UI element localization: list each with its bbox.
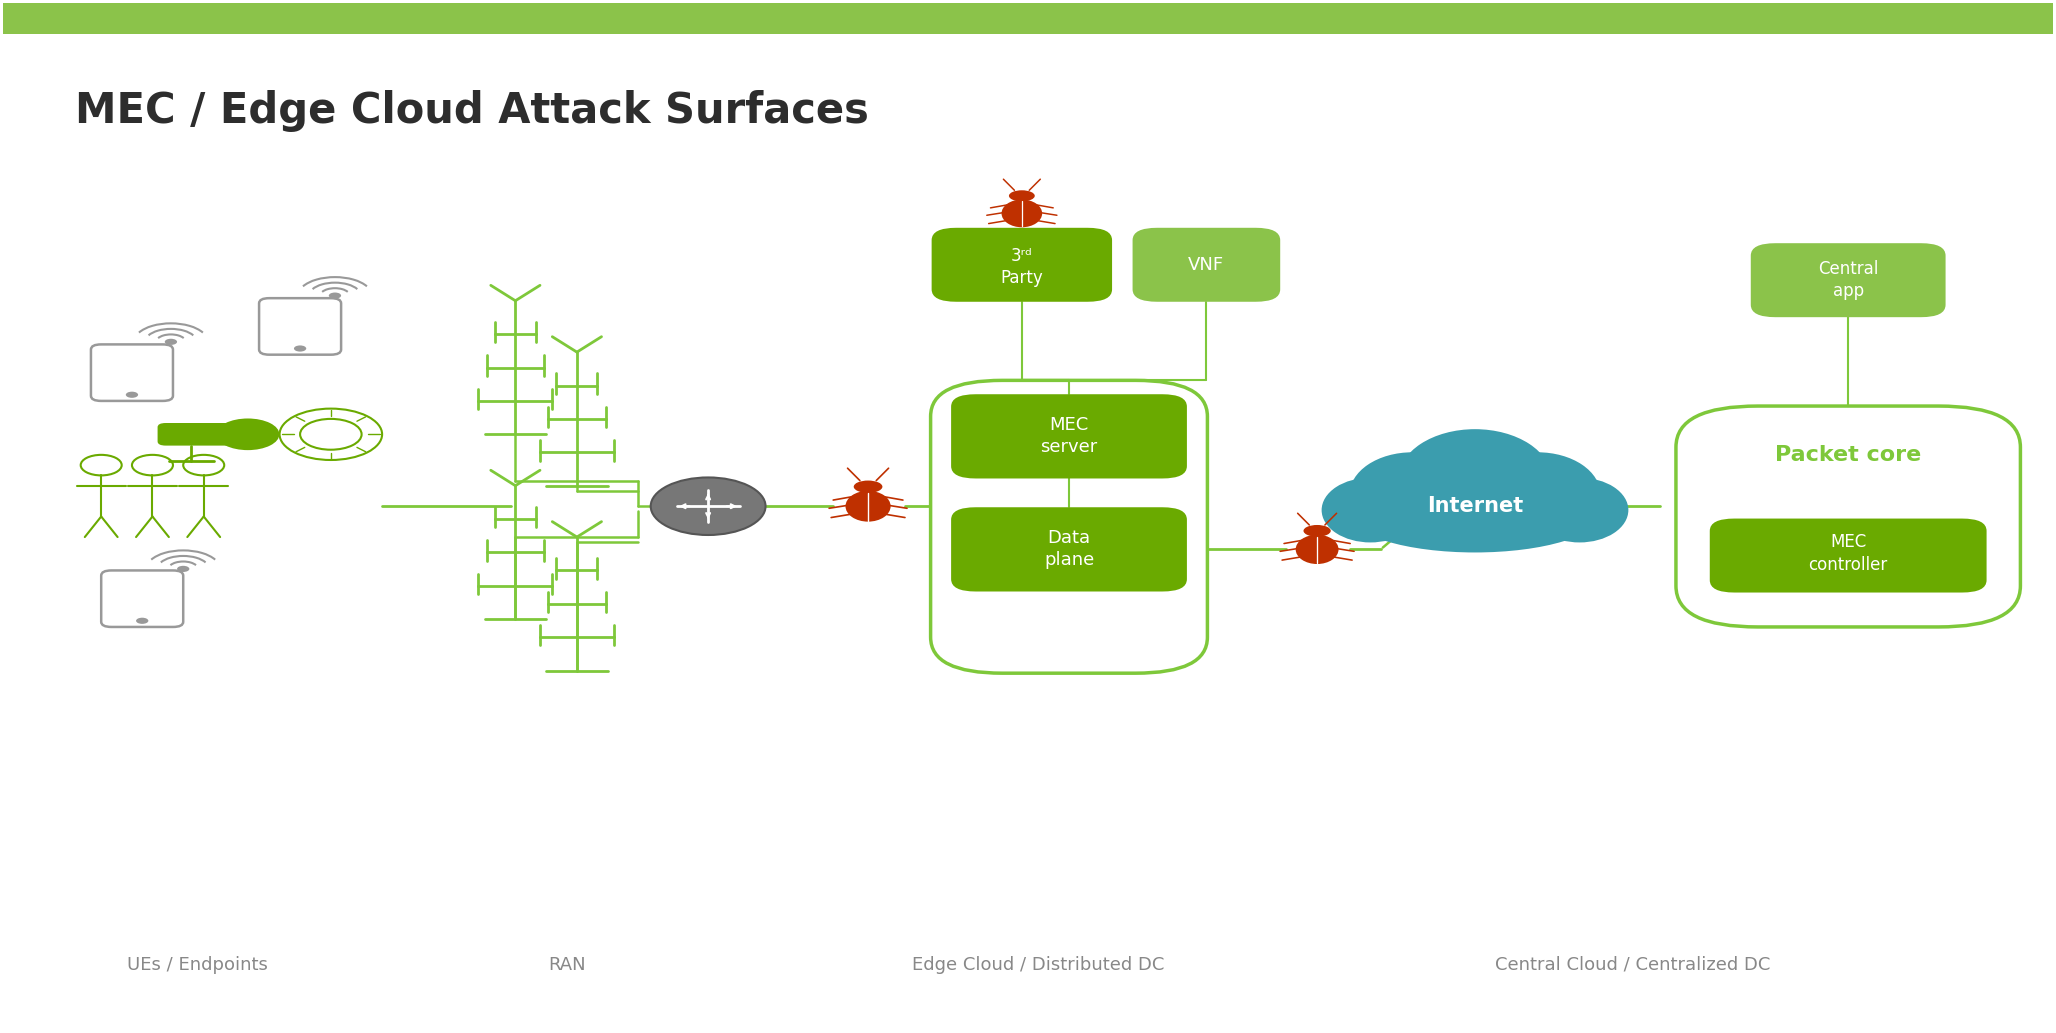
Circle shape (136, 618, 148, 624)
FancyBboxPatch shape (931, 228, 1112, 302)
Ellipse shape (1295, 535, 1338, 564)
FancyBboxPatch shape (952, 507, 1186, 592)
Ellipse shape (1349, 452, 1474, 537)
Ellipse shape (845, 491, 890, 522)
Circle shape (177, 566, 189, 572)
FancyBboxPatch shape (158, 422, 269, 445)
Ellipse shape (1304, 525, 1330, 537)
Circle shape (294, 345, 306, 351)
Text: RAN: RAN (547, 956, 586, 974)
Text: Central Cloud / Centralized DC: Central Cloud / Centralized DC (1495, 956, 1770, 974)
Text: Edge Cloud / Distributed DC: Edge Cloud / Distributed DC (913, 956, 1164, 974)
Circle shape (164, 339, 177, 345)
Text: Central
app: Central app (1818, 260, 1879, 301)
Ellipse shape (1474, 452, 1600, 537)
Circle shape (650, 477, 765, 535)
FancyBboxPatch shape (1133, 228, 1281, 302)
FancyBboxPatch shape (1676, 406, 2021, 627)
Text: MEC / Edge Cloud Attack Surfaces: MEC / Edge Cloud Attack Surfaces (74, 90, 868, 132)
Text: VNF: VNF (1188, 256, 1225, 274)
Text: 3ʳᵈ
Party: 3ʳᵈ Party (1001, 247, 1042, 287)
Ellipse shape (1349, 475, 1600, 553)
Ellipse shape (1001, 199, 1042, 227)
Text: UEs / Endpoints: UEs / Endpoints (127, 956, 267, 974)
Circle shape (216, 418, 280, 450)
Ellipse shape (1322, 477, 1419, 542)
FancyBboxPatch shape (952, 395, 1186, 478)
Ellipse shape (1009, 190, 1034, 201)
FancyBboxPatch shape (1752, 243, 1945, 317)
Text: MEC
server: MEC server (1040, 416, 1098, 457)
Ellipse shape (853, 480, 882, 493)
Ellipse shape (1532, 477, 1628, 542)
Circle shape (125, 392, 138, 398)
Text: Internet: Internet (1427, 496, 1523, 516)
Ellipse shape (1398, 429, 1552, 529)
FancyBboxPatch shape (1711, 519, 1986, 593)
Text: Packet core: Packet core (1774, 445, 1920, 465)
Text: Data
plane: Data plane (1044, 529, 1094, 569)
Text: MEC
controller: MEC controller (1809, 533, 1887, 573)
FancyBboxPatch shape (931, 380, 1207, 674)
Circle shape (329, 292, 341, 299)
Bar (2, 3, 2054, 34)
